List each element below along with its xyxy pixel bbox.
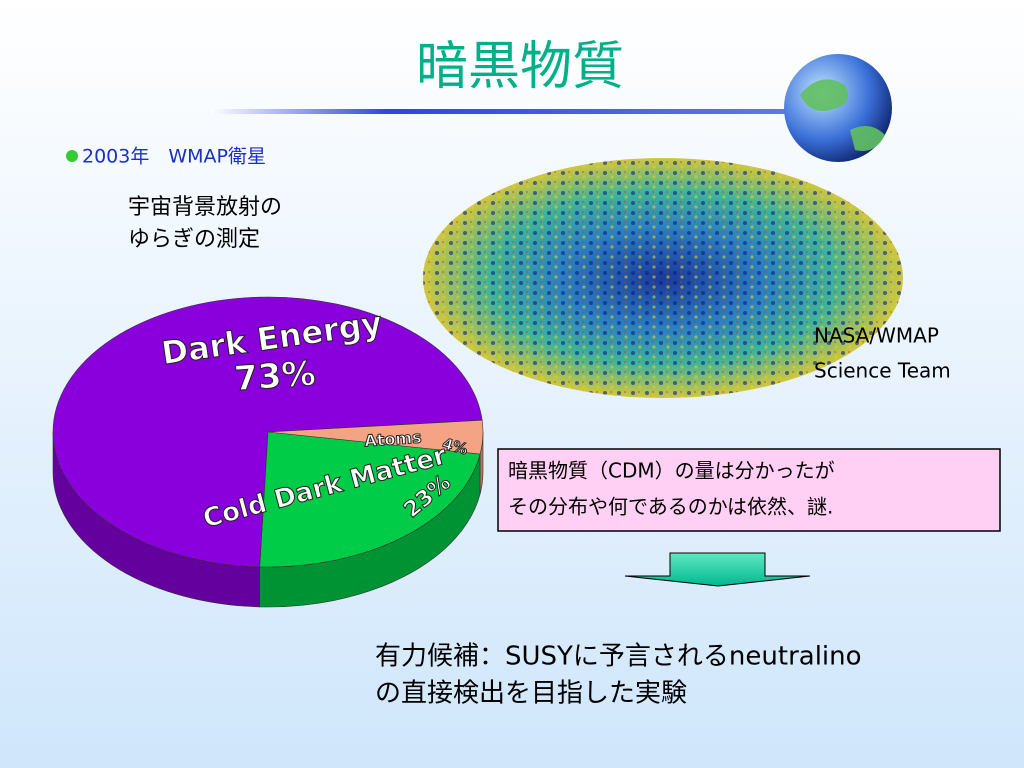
credit-line: Science Team [814,359,951,383]
caption-line: 宇宙背景放射の [128,195,282,220]
down-arrow [624,552,811,587]
pie-slice [267,419,484,455]
credit-line: NASA/WMAP [814,324,939,348]
note-box [497,448,1001,532]
conclusion-line: の直接検出を目指した実験 [375,679,687,709]
pie-slice [52,296,483,568]
slide-title: 暗黒物質 [416,37,624,97]
caption-line: ゆらぎの測定 [128,227,260,252]
note-line: 暗黒物質（CDM）の量は分かったが [508,459,835,483]
slice-value-label: 73% [233,354,317,400]
globe-land [800,79,885,151]
conclusion-line: 有力候補：SUSYに予言されるneutralino [375,642,862,672]
cmb-texture [423,158,903,398]
bullet-text: 2003年 WMAP衛星 [82,146,266,168]
bullet-dot [66,150,78,162]
pie-slice [259,431,481,568]
slice-label: Atoms [364,428,422,451]
title-rule [210,109,800,114]
note-line: その分布や何であるのかは依然、謎. [508,495,833,519]
